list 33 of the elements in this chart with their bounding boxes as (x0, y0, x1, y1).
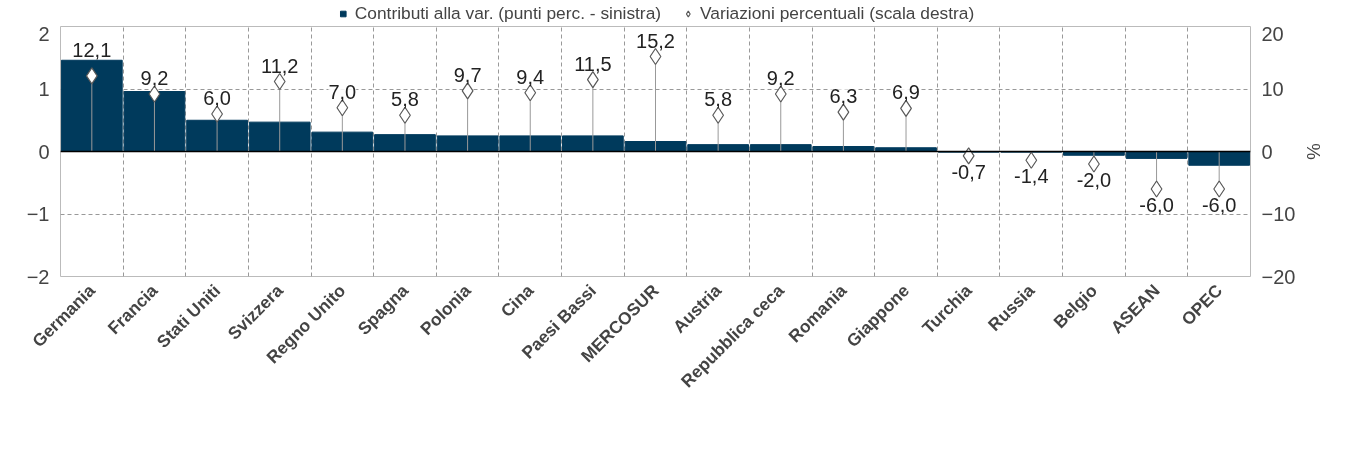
data-label: 5,8 (391, 88, 419, 111)
y-tick-label: 0 (38, 140, 50, 163)
y-tick-label: 2 (38, 22, 50, 45)
data-label: -1,4 (1014, 165, 1049, 188)
data-label: 6,9 (892, 81, 920, 104)
y2-tick-label: 20 (1261, 22, 1284, 45)
data-label: 9,2 (766, 67, 795, 89)
legend-label: Variazioni percentuali (scala destra) (700, 2, 975, 24)
data-label: 7,0 (328, 80, 357, 103)
data-label: 6,0 (203, 87, 231, 109)
data-label: -0,7 (951, 160, 986, 183)
data-label: -2,0 (1076, 169, 1112, 191)
data-label: -6,0 (1201, 194, 1237, 216)
y-tick-label: −1 (26, 203, 50, 225)
data-label: 15,2 (636, 29, 675, 52)
data-label: 9,4 (516, 65, 545, 88)
y-tick-label: −2 (26, 265, 50, 288)
y-tick-label: 1 (38, 78, 50, 100)
y2-tick-label: 10 (1261, 78, 1284, 100)
data-label: 9,2 (140, 67, 169, 89)
y2-tick-label: 0 (1261, 140, 1273, 163)
data-label: 11,2 (260, 54, 299, 77)
legend-label: Contributi alla var. (punti perc. - sinistra) (354, 2, 662, 24)
data-label: 5,8 (704, 88, 733, 111)
x-tick-label: Cina (496, 280, 538, 322)
data-label: 9,7 (453, 63, 482, 86)
y2-tick-label: −20 (1261, 265, 1296, 288)
data-label: 6,3 (829, 85, 858, 108)
data-label: 12,1 (72, 39, 112, 62)
data-label: -6,0 (1139, 194, 1174, 216)
y2-tick-label: −10 (1261, 203, 1296, 225)
y2-axis-title: % (1303, 143, 1325, 160)
data-label: 11,5 (574, 52, 612, 75)
